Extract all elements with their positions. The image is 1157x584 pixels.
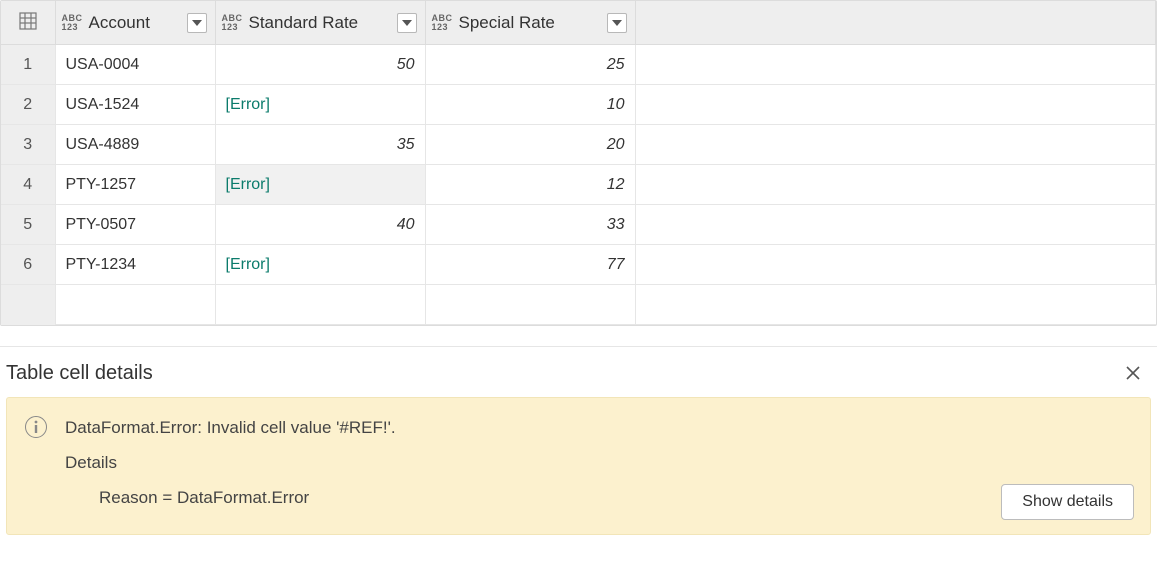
close-icon[interactable] xyxy=(1119,359,1147,387)
cell-special-rate[interactable]: 77 xyxy=(425,245,635,285)
row-number[interactable]: 6 xyxy=(1,245,55,285)
error-value: [Error] xyxy=(226,256,270,273)
column-name: Account xyxy=(89,13,187,33)
cell-account[interactable]: PTY-1257 xyxy=(55,165,215,205)
filler-cell xyxy=(635,165,1156,205)
row-number[interactable]: 1 xyxy=(1,45,55,85)
cell-special-rate[interactable]: 10 xyxy=(425,85,635,125)
cell-standard-rate[interactable]: 35 xyxy=(215,125,425,165)
row-number[interactable]: 3 xyxy=(1,125,55,165)
type-any-icon: ABC 123 xyxy=(432,14,453,32)
filter-dropdown-button[interactable] xyxy=(187,13,207,33)
info-icon xyxy=(25,416,47,438)
details-label: Details xyxy=(65,449,396,476)
data-grid-wrapper: ABC 123 Account ABC 123 xyxy=(0,0,1157,326)
row-number[interactable]: 5 xyxy=(1,205,55,245)
type-any-icon: ABC 123 xyxy=(222,14,243,32)
cell-special-rate[interactable]: 33 xyxy=(425,205,635,245)
cell-special-rate[interactable]: 20 xyxy=(425,125,635,165)
error-message: DataFormat.Error: Invalid cell value '#R… xyxy=(65,414,396,441)
reason-line: Reason = DataFormat.Error xyxy=(99,484,396,511)
cell-details-panel: Table cell details DataFormat.Error: Inv… xyxy=(0,346,1157,535)
row-number[interactable]: 4 xyxy=(1,165,55,205)
details-title: Table cell details xyxy=(6,362,1119,385)
cell-standard-rate[interactable]: [Error] xyxy=(215,245,425,285)
error-value: [Error] xyxy=(226,96,270,113)
table-row[interactable]: 5PTY-05074033 xyxy=(1,205,1156,245)
filter-dropdown-button[interactable] xyxy=(607,13,627,33)
column-header-special-rate[interactable]: ABC 123 Special Rate xyxy=(425,1,635,45)
cell-account[interactable]: USA-0004 xyxy=(55,45,215,85)
cell-special-rate[interactable]: 25 xyxy=(425,45,635,85)
cell-account[interactable]: USA-4889 xyxy=(55,125,215,165)
filler-cell xyxy=(635,125,1156,165)
cell-account[interactable]: USA-1524 xyxy=(55,85,215,125)
table-icon xyxy=(19,12,37,34)
filter-dropdown-button[interactable] xyxy=(397,13,417,33)
blank-row xyxy=(1,285,1156,325)
cell-special-rate[interactable]: 12 xyxy=(425,165,635,205)
table-row[interactable]: 4PTY-1257 [Error] 12 xyxy=(1,165,1156,205)
type-any-icon: ABC 123 xyxy=(62,14,83,32)
filler-cell xyxy=(635,85,1156,125)
row-number[interactable]: 2 xyxy=(1,85,55,125)
filler-cell xyxy=(635,245,1156,285)
data-grid: ABC 123 Account ABC 123 xyxy=(1,1,1156,325)
column-header-standard-rate[interactable]: ABC 123 Standard Rate xyxy=(215,1,425,45)
table-corner[interactable] xyxy=(1,1,55,45)
table-row[interactable]: 6PTY-1234 [Error] 77 xyxy=(1,245,1156,285)
table-row[interactable]: 2USA-1524 [Error] 10 xyxy=(1,85,1156,125)
column-header-account[interactable]: ABC 123 Account xyxy=(55,1,215,45)
column-name: Standard Rate xyxy=(249,13,397,33)
error-value: [Error] xyxy=(226,176,270,193)
column-header-filler xyxy=(635,1,1156,45)
filler-cell xyxy=(635,205,1156,245)
cell-account[interactable]: PTY-0507 xyxy=(55,205,215,245)
table-row[interactable]: 1USA-00045025 xyxy=(1,45,1156,85)
show-details-button[interactable]: Show details xyxy=(1001,484,1134,520)
filler-cell xyxy=(635,45,1156,85)
cell-standard-rate[interactable]: [Error] xyxy=(215,165,425,205)
column-name: Special Rate xyxy=(459,13,607,33)
cell-standard-rate[interactable]: [Error] xyxy=(215,85,425,125)
details-body: DataFormat.Error: Invalid cell value '#R… xyxy=(6,397,1151,535)
cell-standard-rate[interactable]: 40 xyxy=(215,205,425,245)
table-row[interactable]: 3USA-48893520 xyxy=(1,125,1156,165)
cell-standard-rate[interactable]: 50 xyxy=(215,45,425,85)
cell-account[interactable]: PTY-1234 xyxy=(55,245,215,285)
